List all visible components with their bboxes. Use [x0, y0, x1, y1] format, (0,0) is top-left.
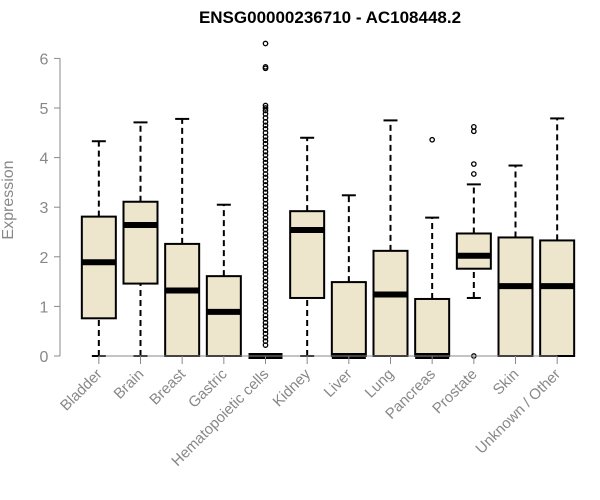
outlier-point: [262, 275, 269, 281]
y-axis: 0 1 2 3 4 5 6: [40, 51, 61, 366]
outlier-point: [262, 163, 269, 170]
outlier-point: [262, 305, 269, 311]
outlier-point: [262, 105, 269, 111]
outlier-point: [262, 327, 269, 334]
x-tick-label: Breast: [146, 365, 189, 408]
outlier-point: [262, 193, 269, 200]
outlier-point: [262, 107, 269, 114]
box-iqr: [414, 297, 451, 357]
outlier-point: [262, 178, 269, 185]
box-iqr: [164, 242, 201, 358]
box-bladder: [80, 140, 117, 357]
x-tick-label: Prostate: [429, 366, 481, 418]
x-tick-label: Kidney: [270, 365, 315, 410]
outlier-point: [262, 282, 269, 289]
box-iqr: [205, 275, 242, 358]
outlier-point: [262, 133, 269, 140]
outlier-point: [262, 312, 269, 319]
box-series: [80, 40, 576, 359]
box-iqr: [372, 249, 409, 358]
x-tick-label: Brain: [111, 366, 148, 403]
x-tick-label: Liver: [321, 366, 356, 401]
outlier-point: [470, 161, 477, 167]
outlier-point: [262, 119, 269, 125]
outlier-point: [262, 208, 269, 215]
box-pancreas: [414, 136, 451, 359]
outlier-point: [262, 297, 269, 304]
outlier-point: [470, 171, 477, 177]
box-brain: [122, 121, 159, 357]
box-kidney: [289, 136, 326, 357]
y-tick-label: 5: [40, 101, 49, 118]
y-tick-label: 4: [40, 151, 49, 168]
outlier-point: [262, 342, 269, 348]
y-tick-label: 6: [40, 51, 49, 68]
box-unknown-other: [539, 117, 576, 358]
outlier-point: [470, 128, 477, 135]
outlier-point: [470, 123, 477, 130]
outlier-point: [262, 65, 269, 72]
box-iqr: [80, 215, 117, 320]
box-gastric: [205, 203, 242, 358]
box-breast: [164, 117, 201, 358]
outlier-point: [262, 334, 269, 341]
outlier-point: [262, 215, 269, 222]
chart-title: ENSG00000236710 - AC108448.2: [199, 8, 461, 27]
box-liver: [330, 194, 367, 359]
x-tick-label: Lung: [362, 366, 398, 402]
outlier-point: [262, 290, 269, 296]
outlier-point: [262, 230, 269, 237]
box-iqr: [497, 236, 534, 357]
y-tick-label: 2: [40, 250, 49, 267]
outlier-point: [262, 185, 269, 192]
y-axis-label: Expression: [0, 160, 17, 239]
outlier-point: [262, 40, 269, 47]
outlier-point: [262, 245, 269, 252]
box-prostate: [455, 123, 492, 359]
outlier-point: [262, 171, 269, 177]
box-lung: [372, 119, 409, 358]
outlier-point: [429, 136, 436, 143]
y-tick-label: 3: [40, 200, 49, 217]
outlier-point: [262, 200, 269, 207]
x-tick-label: Bladder: [57, 366, 106, 415]
outlier-point: [262, 156, 269, 162]
y-tick-label: 1: [40, 299, 49, 316]
box-iqr: [122, 200, 159, 285]
outlier-point: [262, 252, 269, 259]
box-iqr: [455, 232, 492, 270]
box-iqr: [539, 239, 576, 358]
box-iqr: [330, 281, 367, 358]
box-iqr: [289, 210, 326, 299]
x-tick-label: Skin: [490, 366, 523, 399]
outlier-point: [262, 148, 269, 155]
outlier-point: [262, 223, 269, 229]
outlier-point: [262, 238, 269, 244]
outlier-point: [262, 137, 269, 144]
outlier-point: [262, 122, 269, 129]
outlier-point: [262, 260, 269, 267]
box-skin: [497, 164, 534, 357]
outlier-point: [262, 267, 269, 274]
box-hematopoietic-cells: [248, 40, 283, 359]
outlier-point: [262, 319, 269, 326]
y-tick-label: 0: [40, 349, 49, 366]
